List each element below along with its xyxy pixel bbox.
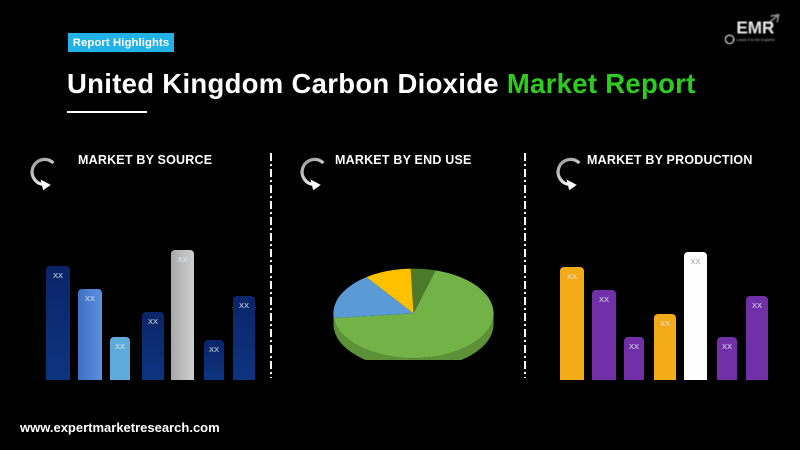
svg-text:EMR: EMR [736, 19, 774, 38]
svg-text:Leave it to the Experts!: Leave it to the Experts! [736, 38, 775, 42]
